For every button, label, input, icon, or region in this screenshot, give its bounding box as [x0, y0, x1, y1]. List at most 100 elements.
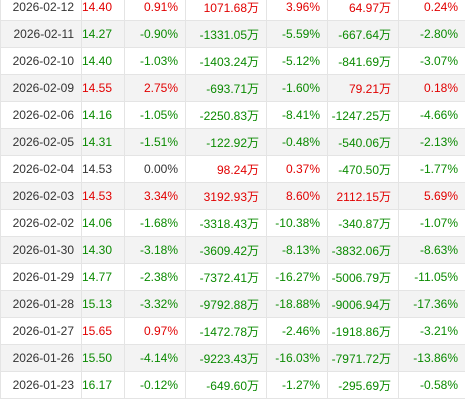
main-net-inflow-cell: -2250.83万 [185, 101, 267, 129]
large-net-inflow-cell: -1247.25万 [327, 101, 399, 129]
change-percent-cell: -1.05% [124, 101, 186, 129]
date-cell: 2026-01-23 [0, 371, 82, 399]
table-row[interactable]: 2026-02-11 14.27 -0.90% -1331.05万 -5.59% -667… [0, 20, 465, 48]
large-net-percent-cell: -0.58% [398, 371, 465, 399]
large-net-inflow-cell: 79.21万 [327, 74, 399, 102]
change-percent-cell: -3.32% [124, 290, 186, 318]
close-price-cell: 14.06 [81, 209, 125, 237]
large-net-percent-cell: 0.18% [398, 74, 465, 102]
change-percent-cell: -0.12% [124, 371, 186, 399]
main-net-inflow-cell: -649.60万 [185, 371, 267, 399]
main-net-percent-cell: -0.48% [266, 128, 328, 156]
date-cell: 2026-02-04 [0, 155, 82, 183]
main-net-inflow-cell: -7372.41万 [185, 263, 267, 291]
main-net-inflow-cell: -1403.24万 [185, 47, 267, 75]
table-row[interactable]: 2026-02-05 14.31 -1.51% -122.92万 -0.48% -540.… [0, 128, 465, 156]
close-price-cell: 14.27 [81, 20, 125, 48]
table-row[interactable]: 2026-01-28 15.13 -3.32% -9792.88万 -18.88% -90… [0, 290, 465, 318]
change-percent-cell: -4.14% [124, 344, 186, 372]
close-price-cell: 14.77 [81, 263, 125, 291]
main-net-percent-cell: 3.96% [266, 0, 328, 21]
date-cell: 2026-02-03 [0, 182, 82, 210]
main-net-inflow-cell: -9223.43万 [185, 344, 267, 372]
main-net-inflow-cell: -1331.05万 [185, 20, 267, 48]
date-cell: 2026-01-26 [0, 344, 82, 372]
close-price-cell: 16.17 [81, 371, 125, 399]
large-net-inflow-cell: -3832.06万 [327, 236, 399, 264]
close-price-cell: 14.40 [81, 0, 125, 21]
main-net-inflow-cell: -9792.88万 [185, 290, 267, 318]
main-net-inflow-cell: -122.92万 [185, 128, 267, 156]
date-cell: 2026-01-29 [0, 263, 82, 291]
large-net-percent-cell: -4.66% [398, 101, 465, 129]
table-row[interactable]: 2026-02-10 14.40 -1.03% -1403.24万 -5.12% -841… [0, 47, 465, 75]
date-cell: 2026-01-30 [0, 236, 82, 264]
large-net-inflow-cell: -9006.94万 [327, 290, 399, 318]
change-percent-cell: -1.51% [124, 128, 186, 156]
large-net-percent-cell: -1.07% [398, 209, 465, 237]
close-price-cell: 14.31 [81, 128, 125, 156]
main-net-percent-cell: -18.88% [266, 290, 328, 318]
close-price-cell: 14.55 [81, 74, 125, 102]
table-row[interactable]: 2026-02-12 14.40 0.91% 1071.68万 3.96% 64.97万 0… [0, 0, 465, 21]
large-net-percent-cell: -8.63% [398, 236, 465, 264]
large-net-percent-cell: -11.05% [398, 263, 465, 291]
main-net-percent-cell: -5.12% [266, 47, 328, 75]
main-net-inflow-cell: -3609.42万 [185, 236, 267, 264]
table-row[interactable]: 2026-01-26 15.50 -4.14% -9223.43万 -16.03% -79… [0, 344, 465, 372]
close-price-cell: 15.13 [81, 290, 125, 318]
large-net-percent-cell: -2.80% [398, 20, 465, 48]
change-percent-cell: -1.03% [124, 47, 186, 75]
large-net-inflow-cell: -340.87万 [327, 209, 399, 237]
table-row[interactable]: 2026-01-23 16.17 -0.12% -649.60万 -1.27% -295.… [0, 371, 465, 399]
main-net-inflow-cell: 1071.68万 [185, 0, 267, 21]
fund-flow-table: 2026-02-12 14.40 0.91% 1071.68万 3.96% 64.97万 0… [0, 0, 465, 399]
main-net-percent-cell: 8.60% [266, 182, 328, 210]
close-price-cell: 14.30 [81, 236, 125, 264]
large-net-percent-cell: 5.69% [398, 182, 465, 210]
date-cell: 2026-02-09 [0, 74, 82, 102]
main-net-inflow-cell: 98.24万 [185, 155, 267, 183]
change-percent-cell: 0.00% [124, 155, 186, 183]
large-net-percent-cell: -3.21% [398, 317, 465, 345]
change-percent-cell: -0.90% [124, 20, 186, 48]
close-price-cell: 14.53 [81, 182, 125, 210]
date-cell: 2026-02-06 [0, 101, 82, 129]
table-row[interactable]: 2026-02-02 14.06 -1.68% -3318.43万 -10.38% -34… [0, 209, 465, 237]
close-price-cell: 14.40 [81, 47, 125, 75]
main-net-percent-cell: -1.60% [266, 74, 328, 102]
table-row[interactable]: 2026-01-27 15.65 0.97% -1472.78万 -2.46% -1918… [0, 317, 465, 345]
main-net-percent-cell: -1.27% [266, 371, 328, 399]
large-net-inflow-cell: 64.97万 [327, 0, 399, 21]
main-net-percent-cell: -8.13% [266, 236, 328, 264]
large-net-inflow-cell: -841.69万 [327, 47, 399, 75]
table-row[interactable]: 2026-02-06 14.16 -1.05% -2250.83万 -8.41% -124… [0, 101, 465, 129]
close-price-cell: 15.65 [81, 317, 125, 345]
date-cell: 2026-02-12 [0, 0, 82, 21]
large-net-percent-cell: -3.07% [398, 47, 465, 75]
table-row[interactable]: 2026-01-30 14.30 -3.18% -3609.42万 -8.13% -383… [0, 236, 465, 264]
main-net-inflow-cell: 3192.93万 [185, 182, 267, 210]
table-row[interactable]: 2026-02-03 14.53 3.34% 3192.93万 8.60% 2112.15… [0, 182, 465, 210]
main-net-percent-cell: -5.59% [266, 20, 328, 48]
large-net-percent-cell: 0.24% [398, 0, 465, 21]
close-price-cell: 14.16 [81, 101, 125, 129]
date-cell: 2026-02-02 [0, 209, 82, 237]
close-price-cell: 15.50 [81, 344, 125, 372]
table-row[interactable]: 2026-02-09 14.55 2.75% -693.71万 -1.60% 79.21万… [0, 74, 465, 102]
main-net-inflow-cell: -3318.43万 [185, 209, 267, 237]
main-net-percent-cell: 0.37% [266, 155, 328, 183]
table-row[interactable]: 2026-01-29 14.77 -2.38% -7372.41万 -16.27% -50… [0, 263, 465, 291]
table-row[interactable]: 2026-02-04 14.53 0.00% 98.24万 0.37% -470.50万 -… [0, 155, 465, 183]
main-net-percent-cell: -16.27% [266, 263, 328, 291]
change-percent-cell: 0.91% [124, 0, 186, 21]
date-cell: 2026-02-10 [0, 47, 82, 75]
change-percent-cell: -1.68% [124, 209, 186, 237]
large-net-inflow-cell: -7971.72万 [327, 344, 399, 372]
main-net-percent-cell: -8.41% [266, 101, 328, 129]
main-net-percent-cell: -16.03% [266, 344, 328, 372]
change-percent-cell: -3.18% [124, 236, 186, 264]
large-net-inflow-cell: -5006.79万 [327, 263, 399, 291]
large-net-inflow-cell: -295.69万 [327, 371, 399, 399]
